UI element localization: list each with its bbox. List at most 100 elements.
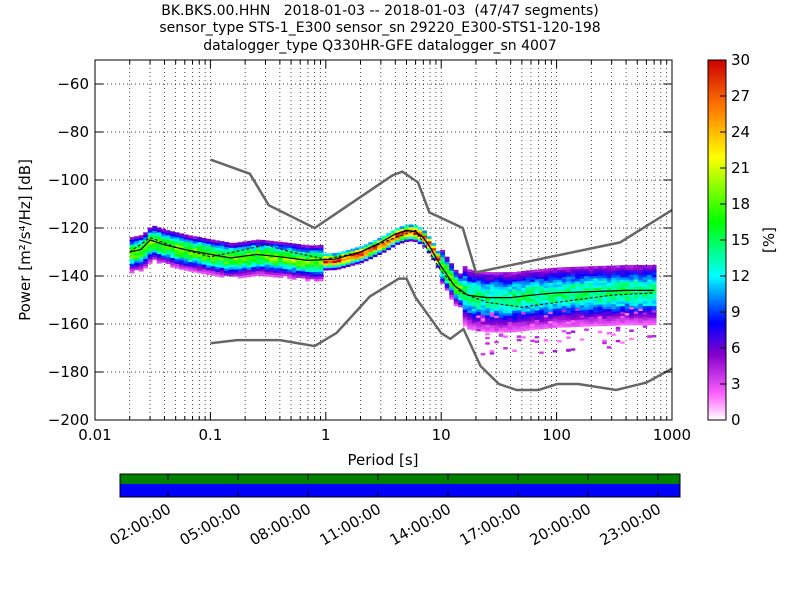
- psd-cell: [579, 307, 585, 311]
- psd-cell: [350, 255, 356, 259]
- psd-cell: [197, 249, 203, 252]
- psd-cell: [543, 306, 549, 310]
- psd-cell: [512, 300, 518, 304]
- psd-cell: [291, 248, 297, 251]
- psd-cell: [318, 278, 324, 282]
- psd-cell: [350, 251, 356, 254]
- psd-cell: [539, 288, 545, 291]
- psd-cell: [561, 319, 567, 323]
- psd-cell: [161, 255, 167, 258]
- psd-cell: [449, 296, 455, 300]
- psd-cell: [647, 308, 653, 311]
- psd-cell: [188, 247, 194, 251]
- psd-cell: [534, 327, 540, 330]
- psd-cell: [278, 258, 284, 262]
- psd-cell: [413, 234, 419, 238]
- psd-cell: [377, 245, 383, 248]
- psd-cell: [138, 239, 144, 243]
- psd-cell: [134, 240, 140, 244]
- psd-cell: [386, 242, 392, 246]
- psd-cell: [647, 264, 653, 268]
- psd-cell: [440, 281, 446, 284]
- psd-cell: [332, 253, 338, 256]
- psd-cell: [143, 234, 149, 238]
- psd-cell: [296, 251, 302, 254]
- psd-cell: [489, 291, 495, 295]
- psd-cell: [458, 295, 464, 298]
- psd-cell: [516, 300, 522, 303]
- psd-cell: [179, 250, 185, 253]
- psd-cell: [629, 267, 635, 271]
- psd-cell: [314, 252, 320, 256]
- psd-cell: [467, 271, 473, 275]
- psd-cell: [260, 268, 266, 272]
- psd-cell: [467, 295, 473, 299]
- psd-cell: [507, 276, 513, 280]
- psd-cell: [516, 273, 522, 277]
- psd-cell: [624, 279, 630, 283]
- psd-cell: [570, 276, 576, 280]
- psd-cell: [188, 268, 194, 272]
- psd-cell: [179, 233, 185, 237]
- psd-cell: [584, 266, 590, 270]
- psd-cell: [624, 317, 630, 321]
- psd-cell: [498, 312, 504, 316]
- psd-cell: [242, 258, 248, 262]
- psd-cell: [453, 296, 459, 299]
- psd-cell: [233, 252, 239, 256]
- psd-cell: [512, 281, 518, 285]
- psd-cell: [242, 267, 248, 271]
- psd-cell: [395, 239, 401, 243]
- psd-cell: [494, 322, 500, 326]
- psd-cell: [161, 260, 167, 263]
- psd-cell: [201, 264, 207, 267]
- psd-cell: [201, 261, 207, 265]
- psd-cell: [521, 292, 527, 296]
- psd-cell: [467, 305, 473, 309]
- psd-cell: [602, 308, 608, 312]
- psd-cell: [143, 237, 149, 240]
- psd-cell: [530, 303, 536, 307]
- psd-cell: [620, 267, 626, 271]
- psd-cell: [539, 278, 545, 282]
- psd-cell: [566, 319, 572, 323]
- psd-cell: [183, 265, 189, 269]
- psd-cell: [543, 287, 549, 291]
- psd-cell: [228, 254, 234, 258]
- psd-cell: [192, 243, 198, 247]
- psd-cell: [593, 266, 599, 269]
- psd-cell: [539, 273, 545, 277]
- psd-cell: [606, 323, 612, 326]
- psd-cell: [489, 314, 495, 317]
- psd-cell: [408, 236, 414, 240]
- psd-cell: [444, 259, 450, 262]
- psd-cell: [521, 302, 527, 305]
- psd-cell: [300, 273, 306, 277]
- psd-cell: [647, 320, 653, 323]
- psd-cell: [557, 276, 563, 280]
- psd-cell: [534, 336, 540, 339]
- psd-cell: [174, 239, 180, 243]
- psd-cell: [579, 300, 585, 303]
- psd-cell: [561, 312, 567, 316]
- psd-cell: [494, 328, 499, 332]
- psd-cell: [273, 260, 279, 264]
- psd-cell: [516, 338, 522, 342]
- psd-cell: [498, 305, 504, 309]
- psd-cell: [561, 300, 567, 304]
- psd-cell: [534, 283, 540, 287]
- psd-cell: [444, 283, 450, 286]
- psd-cell: [588, 302, 594, 305]
- psd-cell: [467, 283, 473, 287]
- psd-cell: [597, 270, 603, 274]
- psd-cell: [602, 277, 608, 281]
- psd-cell: [422, 232, 428, 236]
- psd-cell: [246, 250, 252, 254]
- psd-cell: [489, 303, 495, 307]
- psd-cell: [228, 259, 234, 263]
- psd-cell: [309, 245, 315, 249]
- psd-cell: [449, 277, 455, 281]
- psd-cell: [588, 278, 594, 281]
- psd-cell: [138, 251, 144, 255]
- psd-cell: [566, 298, 572, 301]
